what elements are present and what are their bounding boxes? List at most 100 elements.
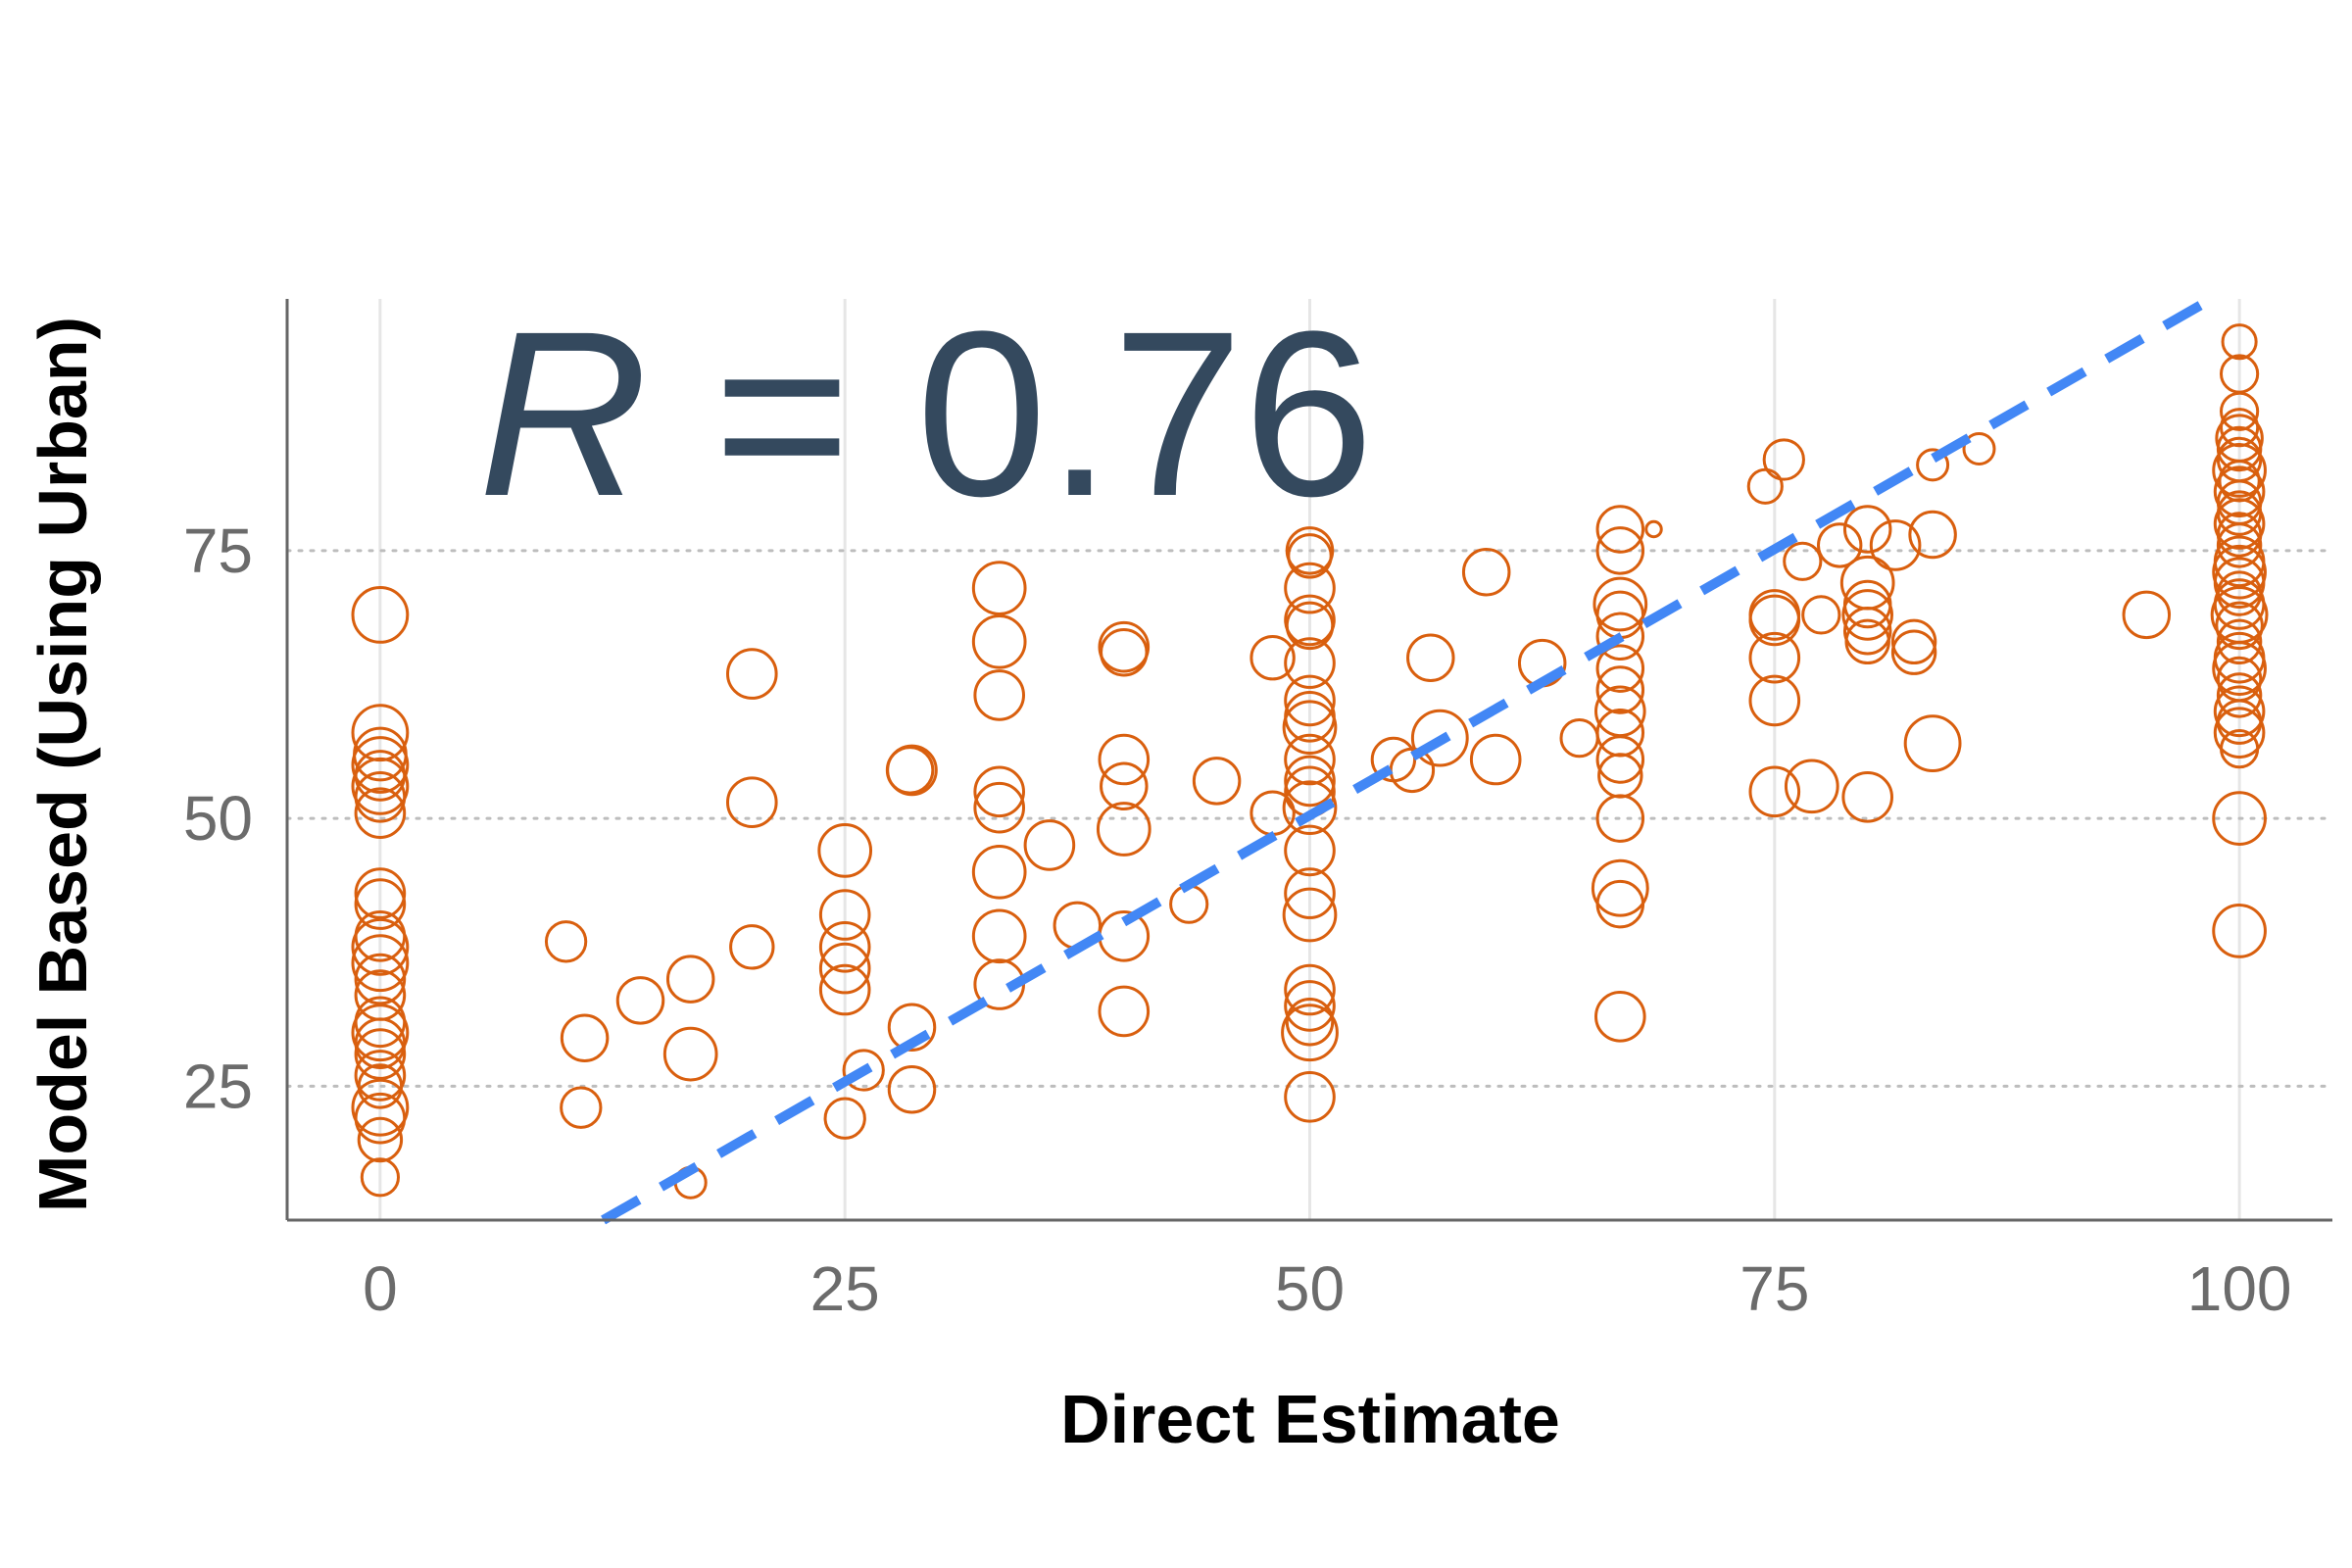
data-point-0 — [351, 586, 410, 644]
data-point-80 — [1284, 824, 1336, 877]
y-tick-label-1: 50 — [183, 783, 253, 854]
x-tick-label-1: 25 — [810, 1253, 880, 1324]
data-point-47 — [971, 613, 1027, 669]
data-point-62 — [1098, 985, 1151, 1038]
data-point-13 — [354, 953, 407, 1005]
fit-line — [601, 294, 2215, 1225]
data-point-19 — [354, 1050, 407, 1102]
data-point-69 — [1284, 562, 1336, 614]
data-point-40 — [842, 1049, 885, 1092]
data-point-83 — [1284, 963, 1336, 1016]
data-point-152 — [2216, 522, 2263, 568]
data-point-85 — [1285, 998, 1335, 1047]
data-point-24 — [360, 1157, 400, 1198]
data-point-132 — [1890, 629, 1937, 675]
data-point-122 — [1817, 522, 1863, 568]
tick-labels: 0 25 50 75 100 25 50 75 — [183, 515, 2292, 1324]
data-point-128 — [1844, 618, 1890, 664]
data-point-8 — [354, 867, 407, 919]
data-point-18 — [354, 1028, 407, 1080]
data-point-65 — [1250, 635, 1296, 681]
data-point-48 — [973, 669, 1026, 721]
data-point-34 — [729, 924, 775, 970]
data-point-129 — [1841, 771, 1893, 823]
data-point-46 — [971, 561, 1027, 615]
data-point-143 — [2216, 425, 2263, 472]
data-point-23 — [357, 1116, 404, 1163]
data-point-16 — [351, 1004, 410, 1062]
data-point-22 — [354, 1092, 407, 1145]
data-point-77 — [1284, 755, 1336, 808]
y-tick-label-0: 25 — [183, 1051, 253, 1121]
data-point-154 — [2212, 544, 2267, 600]
data-point-75 — [1282, 700, 1338, 756]
data-point-50 — [973, 781, 1026, 834]
data-point-52 — [971, 908, 1027, 964]
data-point-168 — [2220, 729, 2260, 769]
x-tick-label-0: 0 — [363, 1253, 398, 1324]
data-point-33 — [726, 776, 778, 829]
data-point-91 — [1469, 733, 1522, 786]
x-tick-label-4: 100 — [2187, 1253, 2292, 1324]
data-point-127 — [1842, 607, 1892, 656]
data-point-109 — [1595, 879, 1645, 929]
data-point-37 — [818, 921, 871, 973]
data-point-116 — [1748, 594, 1801, 647]
data-point-169 — [2212, 791, 2267, 846]
data-point-118 — [1748, 674, 1801, 727]
y-tick-label-2: 75 — [183, 515, 253, 586]
data-point-57 — [1100, 627, 1149, 677]
data-point-120 — [1784, 759, 1839, 814]
data-point-32 — [726, 648, 778, 700]
annotation-r: R — [478, 282, 648, 545]
data-point-92 — [1461, 547, 1511, 597]
data-point-96 — [1595, 505, 1645, 554]
data-point-39 — [818, 963, 871, 1016]
data-point-167 — [2213, 707, 2266, 760]
data-point-73 — [1284, 674, 1336, 727]
data-point-121 — [1801, 595, 1841, 635]
data-point-68 — [1287, 533, 1333, 579]
data-point-67 — [1285, 526, 1335, 575]
data-point-137 — [2122, 590, 2172, 640]
data-point-25 — [544, 920, 588, 963]
x-tick-label-2: 50 — [1275, 1253, 1345, 1324]
data-point-70 — [1284, 594, 1336, 647]
data-point-95 — [1559, 718, 1599, 759]
data-point-35 — [817, 823, 873, 878]
data-point-43 — [886, 744, 938, 797]
data-point-60 — [1096, 802, 1152, 857]
data-point-38 — [818, 942, 871, 995]
data-point-131 — [1890, 618, 1937, 664]
data-point-44 — [887, 1003, 937, 1053]
data-point-108 — [1591, 858, 1649, 917]
data-point-30 — [662, 1026, 718, 1082]
data-point-79 — [1282, 780, 1338, 836]
data-point-123 — [1842, 505, 1892, 554]
data-point-134 — [1908, 510, 1957, 560]
data-point-29 — [665, 955, 715, 1004]
data-point-138 — [2221, 323, 2258, 361]
data-point-114 — [1783, 541, 1823, 581]
data-point-102 — [1595, 665, 1645, 714]
data-point-11 — [351, 917, 410, 976]
data-point-54 — [1023, 819, 1076, 871]
data-point-155 — [2213, 557, 2266, 610]
data-point-71 — [1285, 601, 1335, 651]
data-point-45 — [887, 1064, 937, 1114]
data-point-28 — [615, 976, 665, 1025]
data-point-160 — [2216, 618, 2263, 664]
data-point-113 — [1762, 438, 1805, 481]
data-point-51 — [971, 844, 1027, 900]
data-point-36 — [818, 889, 871, 941]
data-point-107 — [1595, 794, 1645, 843]
data-point-135 — [1903, 714, 1962, 772]
data-point-27 — [560, 1086, 603, 1129]
data-point-165 — [2213, 685, 2266, 738]
data-point-140 — [2220, 391, 2260, 431]
data-point-100 — [1595, 612, 1645, 662]
data-point-90 — [1410, 709, 1469, 767]
data-point-86 — [1281, 1004, 1339, 1062]
data-point-97 — [1595, 526, 1645, 575]
correlation-annotation: R = 0.76 — [478, 282, 1374, 545]
